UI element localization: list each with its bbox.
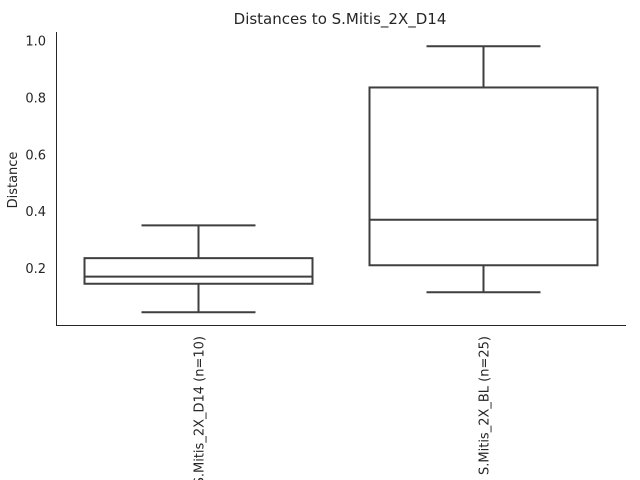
y-tick-label: 1.0 [25,35,46,50]
box-1 [83,224,314,314]
box-2 [368,45,599,294]
y-tick-label: 0.4 [25,205,46,220]
y-tick-label: 0.2 [25,262,46,277]
interquartile-box [83,257,314,285]
chart-title: Distances to S.Mitis_2X_D14 [234,10,447,29]
y-tick-label: 0.6 [25,148,46,163]
interquartile-box [368,86,599,267]
x-tick-label: S.Mitis_2X_D14 (n=10) [193,336,208,480]
boxes-group [83,45,599,314]
y-tick-label: 0.8 [25,91,46,106]
y-axis-label: Distance [6,152,21,209]
x-tick-label: S.Mitis_2X_BL (n=25) [478,336,493,475]
x-tick-labels: S.Mitis_2X_D14 (n=10) S.Mitis_2X_BL (n=25… [193,336,493,480]
y-tick-labels: 0.2 0.4 0.6 0.8 1.0 [25,35,46,278]
